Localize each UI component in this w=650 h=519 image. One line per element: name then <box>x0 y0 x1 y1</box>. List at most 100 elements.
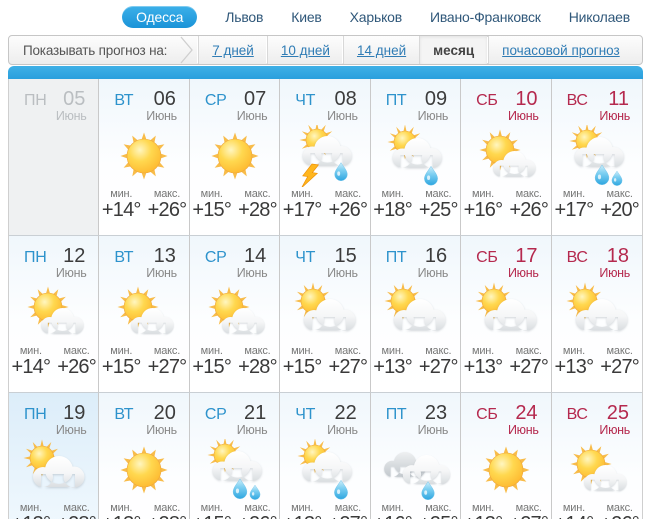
filter-option-link[interactable]: 7 дней <box>212 42 254 58</box>
filter-label: Показывать прогноз на: <box>23 42 168 58</box>
day-cell[interactable]: ПН 05 Июнь мин. макс. <box>9 79 100 236</box>
cloud-sun-icon <box>371 282 460 344</box>
max-temp: +28° <box>148 514 188 519</box>
day-temps: мин. +13° макс. +27° <box>461 345 550 378</box>
min-column: мин. +14° <box>102 188 142 221</box>
day-cell[interactable]: ЧТ 08 Июнь мин. +17° макс. +26° <box>280 79 371 236</box>
day-temps: мин. +15° макс. +28° <box>190 188 279 221</box>
max-column: макс. +25° <box>419 502 459 519</box>
day-month: Июнь <box>599 109 630 123</box>
max-label: макс. <box>425 188 452 200</box>
sun-icon <box>99 125 188 187</box>
day-cell[interactable]: ПТ 23 Июнь мин. +16° макс. +25° <box>370 393 462 519</box>
min-column: мин. +13° <box>11 502 51 519</box>
day-cell[interactable]: СБ 10 Июнь мин. +16° макс. +26° <box>461 79 552 236</box>
day-cell[interactable]: ПТ 09 Июнь мин. +18° макс. +25° <box>370 79 462 236</box>
day-head: ЧТ 08 <box>280 79 369 111</box>
day-temps: мин. +13° макс. +27° <box>280 502 369 519</box>
day-month: Июнь <box>55 423 87 437</box>
city-tab-2[interactable]: Львов <box>225 9 264 25</box>
filter-option-2: 10 дней <box>266 36 343 64</box>
max-label: макс. <box>153 188 181 200</box>
day-number: 14 <box>244 245 267 267</box>
day-cell[interactable]: СБ 17 Июнь мин. +13° макс. +27° <box>461 236 552 393</box>
max-label: макс. <box>63 502 90 514</box>
calendar-grid: ПН 05 Июнь мин. макс. ВТ 06 Июнь мин. +1… <box>8 79 643 519</box>
sun-cloud-icon <box>99 282 188 344</box>
min-column: мин. +13° <box>555 345 595 378</box>
day-of-week: ЧТ <box>295 406 316 423</box>
max-column: макс. +27° <box>328 345 368 378</box>
day-cell[interactable]: СР 07 Июнь мин. +15° макс. +28° <box>189 79 281 236</box>
cloud-sun-icon <box>552 282 642 344</box>
min-column: мин. +15° <box>192 502 232 519</box>
day-head: ВТ 06 <box>99 79 188 111</box>
city-tab-5[interactable]: Ивано-Франковск <box>429 9 541 25</box>
day-month: Июнь <box>146 266 177 280</box>
day-cell[interactable]: ЧТ 22 Июнь мин. +13° макс. +27° <box>280 393 371 519</box>
min-column: мин. +17° <box>555 188 595 221</box>
cloud-sun-icon <box>280 282 369 344</box>
min-label: мин. <box>291 188 314 200</box>
day-cell[interactable]: ПН 12 Июнь мин. +14° макс. +26° <box>9 236 100 393</box>
day-temps: мин. +13° макс. +27° <box>371 345 460 378</box>
city-tab-3[interactable]: Киев <box>291 9 322 25</box>
city-tab-4[interactable]: Харьков <box>349 9 403 25</box>
filter-option-link[interactable]: 10 дней <box>280 42 330 58</box>
day-head: ПТ 23 <box>371 393 460 425</box>
min-label: мин. <box>110 502 133 514</box>
day-head: СР 14 <box>190 236 279 268</box>
day-cell[interactable]: ПН 19 Июнь мин. +13° макс. +28° <box>9 393 100 519</box>
day-of-week: СР <box>204 92 227 109</box>
day-cell[interactable]: СР 21 Июнь мин. +15° макс. +26° <box>189 393 281 519</box>
day-cell[interactable]: ПТ 16 Июнь мин. +13° макс. +27° <box>370 236 462 393</box>
day-cell[interactable]: ВТ 20 Июнь мин. +13° макс. +28° <box>99 393 190 519</box>
max-temp: +28° <box>238 356 278 378</box>
day-temps: мин. +16° макс. +26° <box>461 188 550 221</box>
min-column: мин. +13° <box>464 345 504 378</box>
max-label: макс. <box>606 502 633 514</box>
max-temp: +26° <box>57 356 97 378</box>
max-column: макс. +26° <box>57 345 97 378</box>
max-column: макс. +27° <box>600 345 640 378</box>
min-temp: +13° <box>373 356 413 378</box>
filter-option-link[interactable]: почасовой прогноз <box>502 42 620 58</box>
day-cell[interactable]: ВТ 13 Июнь мин. +15° макс. +27° <box>99 236 190 393</box>
min-temp: +17° <box>282 199 323 221</box>
min-temp: +16° <box>373 514 413 519</box>
day-month: Июнь <box>236 423 268 437</box>
min-temp: +14° <box>11 356 51 378</box>
max-label: макс. <box>606 188 633 200</box>
city-tab-1[interactable]: Одесса <box>122 6 198 28</box>
day-cell[interactable]: ВС 11 Июнь мин. +17° макс. +20° <box>551 79 642 236</box>
filter-option-link[interactable]: 14 дней <box>356 42 407 58</box>
min-temp: +15° <box>192 356 232 378</box>
max-temp: +25° <box>418 199 459 221</box>
min-temp: +18° <box>373 199 413 221</box>
max-column: макс. +26° <box>600 502 640 519</box>
day-cell[interactable]: ВС 18 Июнь мин. +13° макс. +27° <box>551 236 642 393</box>
max-temp: +27° <box>328 356 368 378</box>
day-number: 25 <box>606 402 629 424</box>
day-temps: мин. +15° макс. +28° <box>190 345 279 378</box>
sun-cloud-icon <box>9 282 98 344</box>
day-cell[interactable]: ЧТ 15 Июнь мин. +15° макс. +27° <box>280 236 371 393</box>
max-temp: +26° <box>509 199 549 221</box>
city-tab-6[interactable]: Николаев <box>568 9 630 25</box>
day-head: ВС 11 <box>552 79 642 111</box>
min-label: мин. <box>381 502 404 514</box>
max-temp: +27° <box>600 356 640 378</box>
min-label: мин. <box>562 502 585 514</box>
max-label: макс. <box>606 345 633 357</box>
day-head: СР 07 <box>190 79 279 111</box>
sun-icon <box>99 439 188 501</box>
min-label: мин. <box>110 188 133 200</box>
day-cell[interactable]: СБ 24 Июнь мин. +13° макс. +27° <box>461 393 552 519</box>
filter-option-active[interactable]: месяц <box>433 42 475 58</box>
day-month: Июнь <box>507 266 539 280</box>
max-temp: +28° <box>238 199 278 221</box>
day-cell[interactable]: ВС 25 Июнь мин. +14° макс. +26° <box>551 393 642 519</box>
max-temp: +27° <box>147 356 188 378</box>
day-cell[interactable]: ВТ 06 Июнь мин. +14° макс. +26° <box>99 79 190 236</box>
day-cell[interactable]: СР 14 Июнь мин. +15° макс. +28° <box>189 236 281 393</box>
